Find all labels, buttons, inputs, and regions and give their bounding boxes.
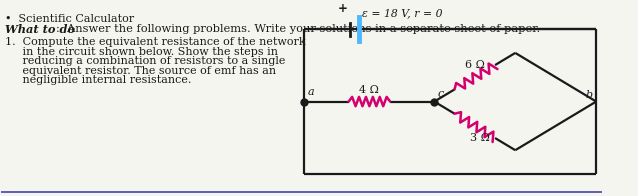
Text: a: a [308,87,314,97]
Text: negligible internal resistance.: negligible internal resistance. [5,75,191,85]
Text: 3 Ω: 3 Ω [470,133,489,143]
Text: c: c [437,89,443,99]
Text: 1.  Compute the equivalent resistance of the network: 1. Compute the equivalent resistance of … [5,37,306,47]
Text: +: + [338,2,348,15]
Text: in the circuit shown below. Show the steps in: in the circuit shown below. Show the ste… [5,47,278,57]
Text: What to do: What to do [5,24,75,35]
Text: 4 Ω: 4 Ω [359,85,380,95]
Text: reducing a combination of resistors to a single: reducing a combination of resistors to a… [5,56,286,66]
Text: ε = 18 V, r = 0: ε = 18 V, r = 0 [362,8,442,18]
Text: :  Answer the following problems. Write your solutions in a separate sheet of pa: : Answer the following problems. Write y… [56,24,540,34]
Text: b: b [585,90,593,100]
Text: 6 Ω: 6 Ω [465,60,485,70]
Text: •  Scientific Calculator: • Scientific Calculator [5,14,134,24]
Text: equivalent resistor. The source of emf has an: equivalent resistor. The source of emf h… [5,65,276,75]
